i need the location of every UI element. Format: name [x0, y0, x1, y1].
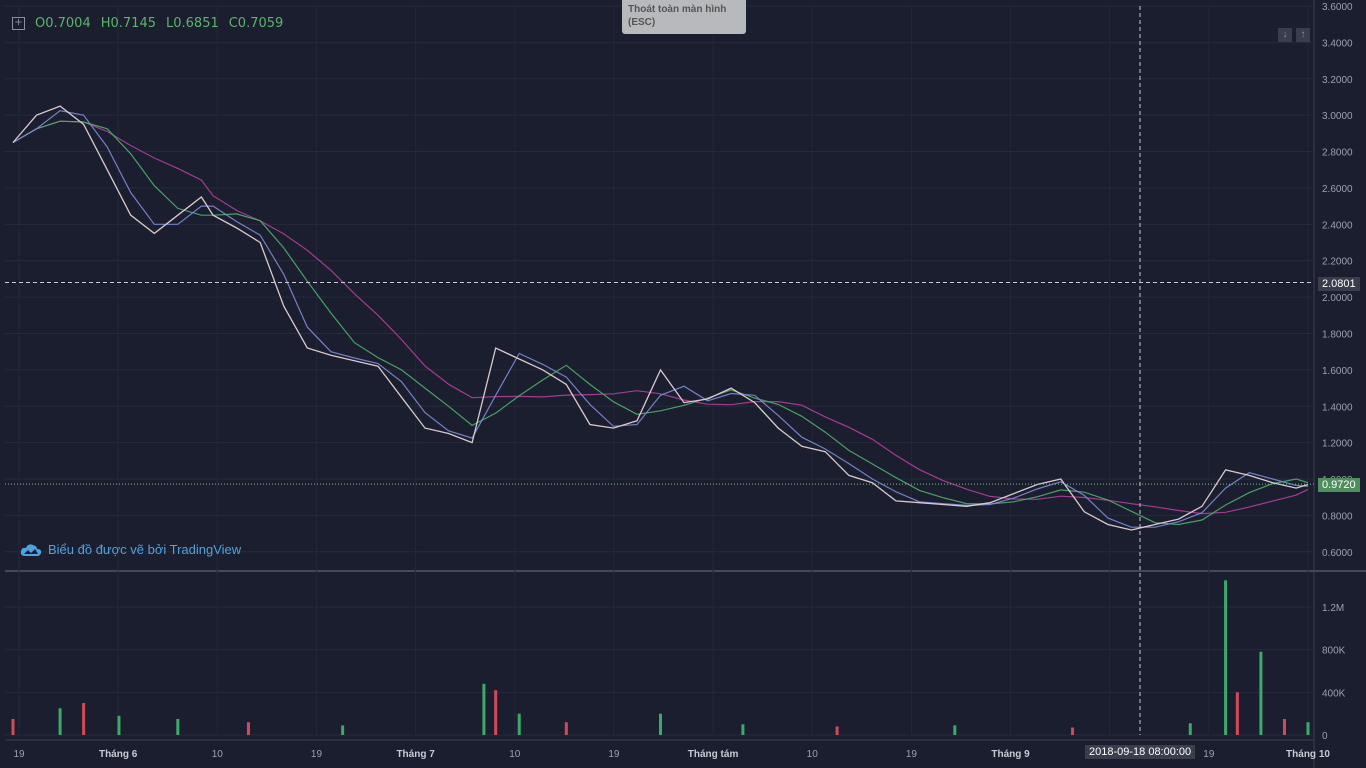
ma-fast-line [12, 109, 1309, 528]
price-tick-label: 1.8000 [1322, 329, 1353, 340]
price-tick-label: 2.2000 [1322, 257, 1353, 268]
price-tick-label: 3.6000 [1322, 2, 1353, 13]
fullscreen-exit-tooltip: Thoát toàn màn hình (ESC) [622, 0, 746, 34]
price-tick-label: 3.0000 [1322, 111, 1353, 122]
price-tick-label: 3.2000 [1322, 75, 1353, 86]
volume-bar [341, 725, 345, 735]
price-line [12, 105, 1309, 531]
volume-bar [58, 708, 62, 735]
price-tick-label: 1.4000 [1322, 402, 1353, 413]
tooltip-line1: Thoát toàn màn hình [628, 4, 727, 15]
price-tick-label: 0.8000 [1322, 511, 1353, 522]
volume-bar [82, 703, 86, 735]
volume-bar [1306, 722, 1310, 735]
time-tick-label: 19 [13, 749, 25, 760]
price-tick-label: 1.2000 [1322, 439, 1353, 450]
volume-bar [494, 690, 498, 735]
volume-bar [741, 724, 745, 735]
time-tick-label: Tháng 10 [1286, 749, 1330, 760]
volume-bar [11, 719, 15, 735]
volume-bar [1235, 692, 1239, 735]
volume-bar [1188, 723, 1192, 735]
time-tick-label: 19 [311, 749, 323, 760]
volume-bar [564, 722, 568, 735]
volume-bar [482, 683, 486, 735]
time-tick-label: Tháng tám [688, 749, 739, 760]
time-tick-label: 10 [807, 749, 819, 760]
ohlc-high: H0.7145 [100, 16, 156, 31]
volume-bar [953, 725, 957, 735]
price-tick-label: 2.0000 [1322, 293, 1353, 304]
time-tick-label: Tháng 6 [99, 749, 138, 760]
volume-bar [835, 726, 839, 735]
ma-mid-line [12, 120, 1309, 526]
tooltip-line2: (ESC) [628, 17, 656, 28]
volume-tick-label: 1.2M [1322, 603, 1344, 614]
volume-bar [246, 722, 250, 735]
volume-bar [1282, 719, 1286, 735]
volume-bar [517, 713, 521, 735]
cloud-icon [20, 543, 42, 556]
volume-bar [1259, 651, 1263, 735]
volume-tick-label: 400K [1322, 688, 1346, 699]
crosshair-price-label: 2.0801 [1318, 277, 1360, 291]
time-tick-label: 19 [906, 749, 918, 760]
volume-bar [659, 713, 662, 735]
ohlc-open: O0.7004 [35, 16, 91, 31]
price-tick-label: 2.8000 [1322, 148, 1353, 159]
last-price-label: 0.9720 [1318, 478, 1360, 492]
price-tick-label: 2.6000 [1322, 184, 1353, 195]
tradingview-watermark[interactable]: Biểu đồ được vẽ bởi TradingView [20, 542, 241, 557]
ohlc-low: L0.6851 [166, 16, 219, 31]
volume-tick-label: 0 [1322, 731, 1328, 742]
watermark-text: Biểu đồ được vẽ bởi TradingView [48, 542, 242, 557]
price-tick-label: 3.4000 [1322, 38, 1353, 49]
crosshair-time-label: 2018-09-18 08:00:00 [1085, 745, 1196, 759]
price-tick-label: 0.6000 [1322, 548, 1353, 559]
volume-bar [1224, 580, 1228, 735]
ohlc-legend: + O0.7004 H0.7145 L0.6851 C0.7059 [12, 16, 283, 31]
arrow-down-icon[interactable]: ↓ [1278, 28, 1292, 42]
time-tick-label: 10 [509, 749, 521, 760]
expand-icon[interactable]: + [12, 17, 25, 30]
arrow-up-icon[interactable]: ↑ [1296, 28, 1310, 42]
ma-slow-line [12, 120, 1309, 515]
price-tick-label: 1.6000 [1322, 366, 1353, 377]
volume-tick-label: 800K [1322, 646, 1346, 657]
time-tick-label: 19 [608, 749, 620, 760]
time-tick-label: Tháng 7 [396, 749, 435, 760]
time-tick-label: Tháng 9 [991, 749, 1030, 760]
time-tick-label: 10 [212, 749, 224, 760]
volume-bar [1071, 727, 1075, 735]
time-tick-label: 19 [1203, 749, 1215, 760]
ohlc-close: C0.7059 [228, 16, 284, 31]
volume-bar [176, 719, 180, 735]
price-tick-label: 2.4000 [1322, 220, 1353, 231]
volume-bar [117, 715, 121, 735]
